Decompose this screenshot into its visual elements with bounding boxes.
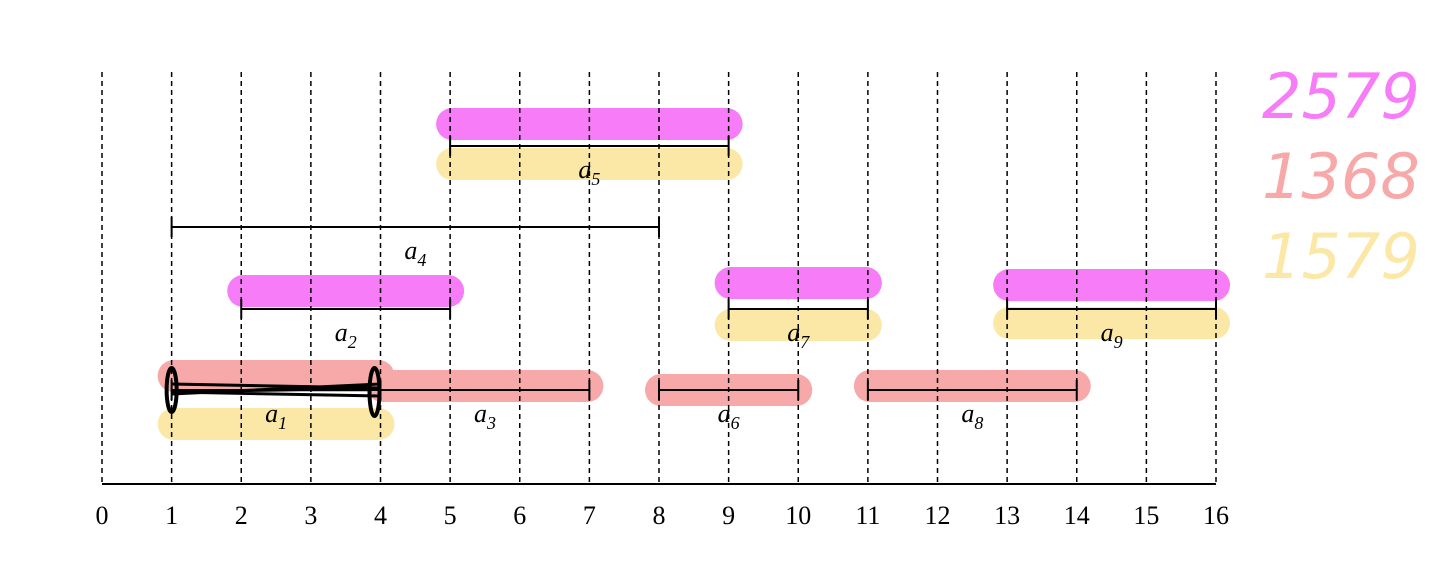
handwritten-note: 2579 xyxy=(1262,60,1420,133)
interval-index: 9 xyxy=(1114,332,1123,352)
interval-letter: a xyxy=(404,236,417,265)
interval-letter: a xyxy=(787,318,800,347)
tick-label: 0 xyxy=(96,501,109,530)
interval-letter: a xyxy=(335,318,348,347)
handwritten-note: 1368 xyxy=(1262,140,1420,213)
interval-letter: a xyxy=(718,399,731,428)
scribble xyxy=(171,382,381,398)
tick-label: 7 xyxy=(583,501,596,530)
interval-label: a4 xyxy=(404,236,426,270)
tick-label: 6 xyxy=(513,501,526,530)
interval-label: a7 xyxy=(787,318,810,352)
tick-label: 13 xyxy=(994,501,1020,530)
tick-label: 1 xyxy=(165,501,178,530)
interval-label: a5 xyxy=(578,155,600,189)
tick-label: 15 xyxy=(1133,501,1159,530)
tick-label: 5 xyxy=(444,501,457,530)
interval-label: a6 xyxy=(718,399,740,433)
interval-label: a3 xyxy=(474,399,496,433)
tick-label: 3 xyxy=(304,501,317,530)
scribble xyxy=(164,366,179,414)
tick-label: 2 xyxy=(235,501,248,530)
interval-label: a8 xyxy=(961,399,983,433)
interval-letter: a xyxy=(265,399,278,428)
interval-letter: a xyxy=(961,399,974,428)
interval-letter: a xyxy=(1101,318,1114,347)
interval-label: a9 xyxy=(1101,318,1123,352)
interval-index: 2 xyxy=(348,332,357,352)
interval-index: 6 xyxy=(731,413,740,433)
interval-index: 5 xyxy=(591,169,600,189)
tick-label: 4 xyxy=(374,501,387,530)
interval-index: 3 xyxy=(486,413,496,433)
interval-letter: a xyxy=(578,155,591,184)
tick-label: 14 xyxy=(1064,501,1090,530)
interval-index: 4 xyxy=(417,250,426,270)
interval-label: a2 xyxy=(335,318,357,352)
interval-letter: a xyxy=(474,399,487,428)
tick-label: 9 xyxy=(722,501,735,530)
interval-label: a1 xyxy=(265,399,287,433)
tick-label: 16 xyxy=(1203,501,1229,530)
tick-label: 10 xyxy=(785,501,811,530)
interval-index: 8 xyxy=(974,413,983,433)
interval-index: 1 xyxy=(278,413,287,433)
handwritten-note: 1579 xyxy=(1262,220,1420,293)
tick-label: 8 xyxy=(653,501,666,530)
interval-index: 7 xyxy=(800,332,810,352)
tick-label: 12 xyxy=(925,501,951,530)
tick-label: 11 xyxy=(855,501,880,530)
